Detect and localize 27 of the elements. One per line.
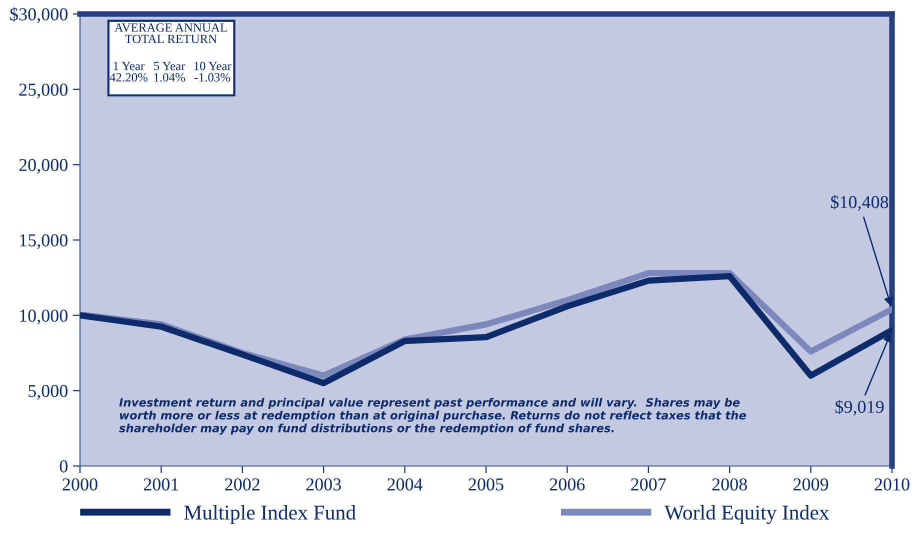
annotation: $9,019 <box>835 400 884 416</box>
x-tick-label: 2007 <box>631 478 666 491</box>
y-tick-label: 20,000 <box>19 158 68 174</box>
x-tick-label: 2002 <box>225 478 260 491</box>
annotation: Investment return and principal value represent past performance and will vary. Shares may be worth more or less at redemption than at original purchase. Returns do not reflect taxes that the shareholder may pay on fund distributions or the redemption of fund shares. <box>119 398 746 435</box>
legend-label: World Equity Index <box>664 505 830 524</box>
annotation: AVERAGE ANNUAL TOTAL RETURN <box>114 23 227 44</box>
x-tick-label: 2006 <box>550 478 585 491</box>
annotation: $10,408 <box>830 194 888 211</box>
y-tick-label: 15,000 <box>20 234 68 250</box>
x-tick-label: 2009 <box>794 478 828 491</box>
y-tick-label: 10,000 <box>20 310 68 324</box>
y-tick-label: 25,000 <box>19 84 68 98</box>
x-tick-label: 2000 <box>62 478 98 491</box>
legend-label: Multiple Index Fund <box>184 505 356 524</box>
x-tick-label: 2003 <box>306 478 341 491</box>
x-tick-label: 2010 <box>874 478 910 491</box>
x-tick-label: 2001 <box>144 478 178 491</box>
annotation: 1 Year 42.20% <box>110 62 148 82</box>
y-tick-label: 0 <box>60 460 68 472</box>
x-tick-label: 2008 <box>712 478 747 491</box>
x-tick-label: 2004 <box>388 478 423 491</box>
y-tick-label: $30,000 <box>10 7 68 24</box>
x-tick-label: 2005 <box>468 478 504 491</box>
annotation: 5 Year 1.04% <box>154 62 186 82</box>
annotation: 10 Year -1.03% <box>194 62 232 82</box>
y-tick-label: 5,000 <box>28 384 68 400</box>
